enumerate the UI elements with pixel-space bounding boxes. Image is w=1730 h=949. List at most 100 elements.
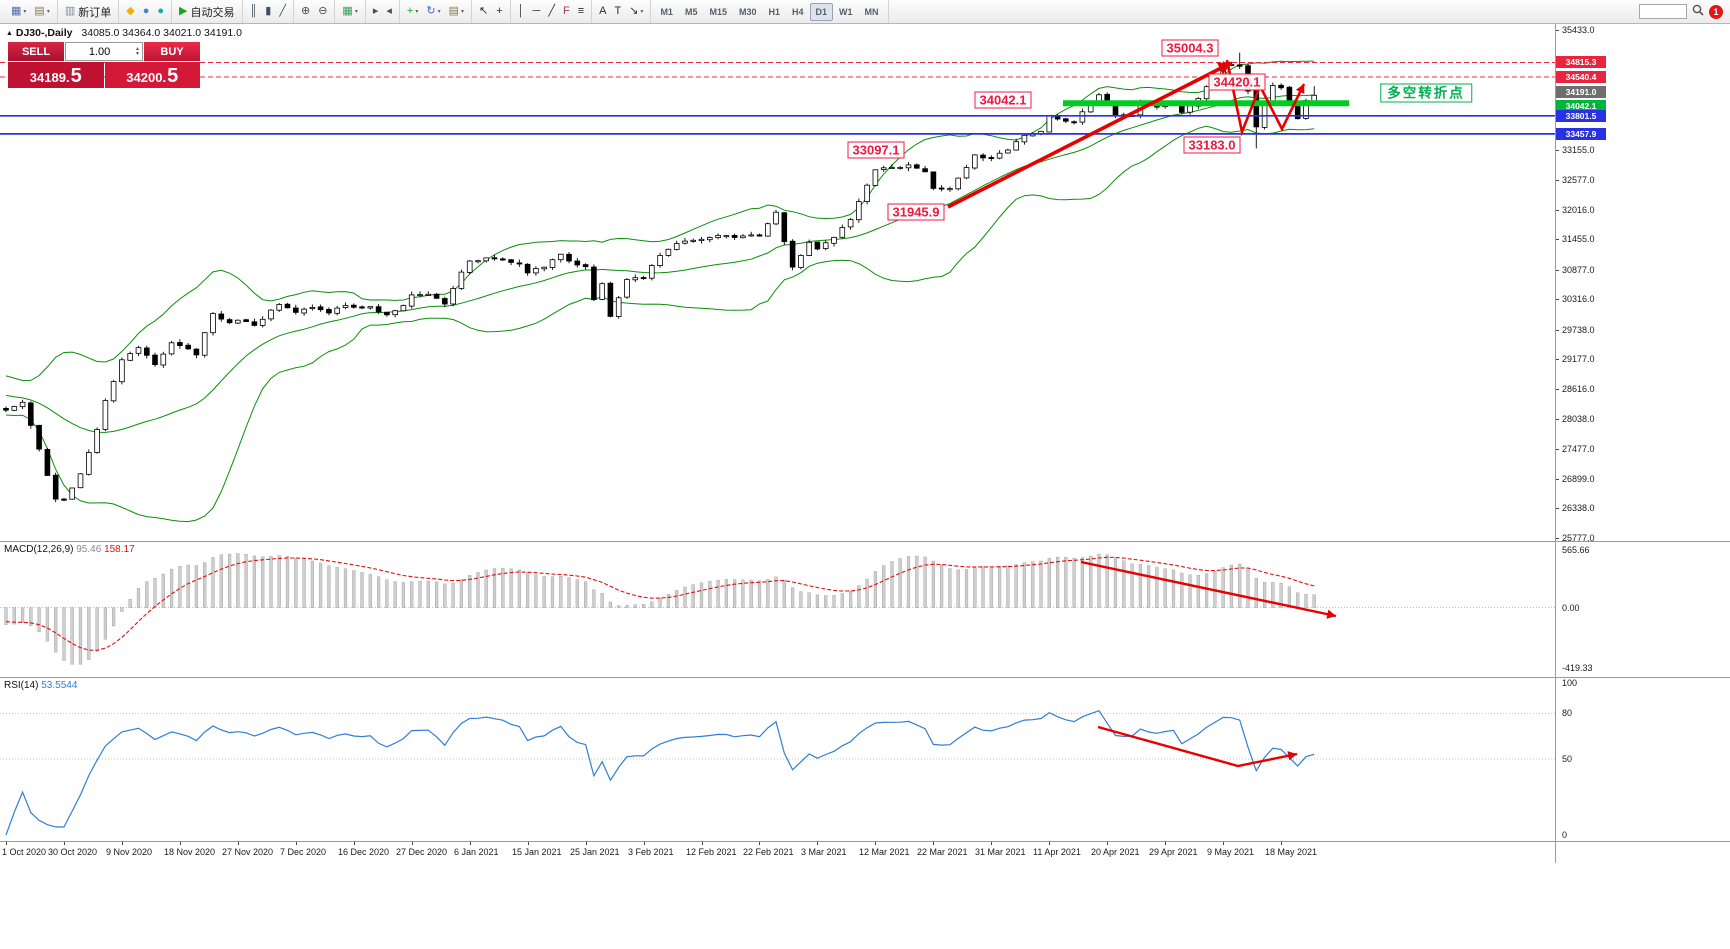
time-tick-label: 22 Mar 2021 bbox=[917, 847, 968, 857]
time-axis[interactable]: 1 Oct 2020 30 Oct 2020 9 Nov 2020 18 Nov 20… bbox=[0, 841, 1555, 863]
text-button[interactable]: A bbox=[595, 2, 610, 22]
new-order-label: 新订单 bbox=[78, 6, 112, 19]
price-tag-34815.3: 34815.3 bbox=[1556, 56, 1606, 68]
volume-up-icon[interactable]: ▲ bbox=[135, 45, 140, 52]
timeframe-m1-button[interactable]: M1 bbox=[654, 3, 679, 21]
time-tick-mark bbox=[1223, 841, 1224, 845]
fibonacci-button[interactable]: F bbox=[559, 2, 574, 22]
time-tick-label: 15 Jan 2021 bbox=[512, 847, 562, 857]
crosshair-icon: + bbox=[496, 5, 503, 17]
sell-price[interactable]: 34189. 5 bbox=[8, 62, 104, 88]
pane-separator[interactable] bbox=[0, 841, 1730, 842]
time-tick-mark bbox=[991, 841, 992, 845]
periods-button[interactable]: ↻ ▾ bbox=[422, 2, 444, 22]
time-tick-mark bbox=[238, 841, 239, 845]
time-tick-label: 18 May 2021 bbox=[1265, 847, 1318, 857]
time-tick-mark bbox=[1107, 841, 1108, 845]
more-objects-button[interactable]: ≡ bbox=[574, 2, 588, 22]
arrows-tool-button[interactable]: ↘ ▾ bbox=[625, 2, 647, 22]
chart-shift-button[interactable]: ◂ bbox=[382, 2, 396, 22]
price-tick-mark bbox=[1555, 538, 1559, 539]
cursor-button[interactable]: ↖ bbox=[475, 2, 492, 22]
price-tick-mark bbox=[1555, 330, 1559, 331]
price-axis[interactable]: 35433.0 33155.0 32577.0 32016.0 31455.0 30877… bbox=[1555, 24, 1730, 863]
search-icon[interactable] bbox=[1692, 3, 1704, 21]
bar-chart-type-button[interactable]: ║ bbox=[246, 2, 262, 22]
time-tick-mark bbox=[817, 841, 818, 845]
volume-input[interactable] bbox=[66, 44, 134, 59]
support-button[interactable]: ● bbox=[153, 2, 168, 22]
pane-separator[interactable] bbox=[0, 677, 1730, 678]
rsi-scale-50: 50 bbox=[1562, 754, 1573, 764]
auto-scroll-button[interactable]: ▸ bbox=[369, 2, 383, 22]
timeframe-m30-button[interactable]: M30 bbox=[733, 3, 763, 21]
price-tick-mark bbox=[1555, 389, 1559, 390]
time-tick-mark bbox=[470, 841, 471, 845]
notification-badge[interactable]: 1 bbox=[1709, 4, 1723, 19]
timeframe-h1-button[interactable]: H1 bbox=[763, 3, 787, 21]
auto-trading-button[interactable]: ▶ 自动交易 bbox=[175, 2, 238, 22]
toolbar-group-account: ◆ ● ● bbox=[119, 0, 173, 23]
new-order-button[interactable]: ▥ 新订单 bbox=[61, 2, 115, 22]
rsi-indicator-label: RSI(14) 53.5544 bbox=[4, 680, 77, 691]
trendline-icon: ╱ bbox=[548, 5, 555, 17]
price-axis-border bbox=[1555, 24, 1556, 863]
line-chart-type-icon: ╱ bbox=[279, 5, 286, 17]
sell-button[interactable]: SELL bbox=[8, 42, 64, 61]
horizontal-line-icon: ─ bbox=[532, 5, 541, 17]
templates-button[interactable]: ▤ ▾ bbox=[445, 2, 468, 22]
timeframe-mn-button[interactable]: MN bbox=[859, 3, 885, 21]
text-label-button[interactable]: T bbox=[610, 2, 625, 22]
trendline-button[interactable]: ╱ bbox=[544, 2, 559, 22]
toolbar-group-timeframes: M1 M5 M15 M30 H1 H4 D1 W1 MN bbox=[651, 0, 889, 23]
price-tick-label: 30877.0 bbox=[1562, 265, 1595, 275]
timeframe-m5-button[interactable]: M5 bbox=[679, 3, 704, 21]
toolbar-group-chart-tools: + ▾ ↻ ▾ ▤ ▾ bbox=[400, 0, 473, 23]
horizontal-line-button[interactable]: ─ bbox=[529, 2, 545, 22]
profiles-button[interactable]: ▤ ▾ bbox=[30, 2, 53, 22]
rsi-line bbox=[5, 709, 1315, 836]
price-tick-label: 28038.0 bbox=[1562, 414, 1595, 424]
buy-button[interactable]: BUY bbox=[144, 42, 200, 61]
deposit-button[interactable]: ◆ bbox=[122, 2, 138, 22]
macd-value-main: 95.46 bbox=[76, 544, 102, 555]
vertical-line-button[interactable]: │ bbox=[514, 2, 529, 22]
text-icon: A bbox=[599, 5, 607, 17]
trade-prices-row: 34189. 5 34200. 5 bbox=[8, 62, 200, 88]
search-input[interactable] bbox=[1639, 4, 1687, 19]
pane-separator[interactable] bbox=[0, 541, 1730, 542]
toolbar-group-pointer: ↖ + bbox=[472, 0, 511, 23]
macd-name: MACD(12,26,9) bbox=[4, 544, 74, 555]
tile-windows-button[interactable]: ▦ ▾ bbox=[338, 2, 361, 22]
indicators-button[interactable]: + ▾ bbox=[403, 2, 422, 22]
main-chart-pane[interactable] bbox=[0, 24, 1555, 541]
time-tick-mark bbox=[64, 841, 65, 845]
chart-shift-icon: ◂ bbox=[386, 5, 392, 17]
price-tick-label: 30316.0 bbox=[1562, 294, 1595, 304]
timeframe-h4-button[interactable]: H4 bbox=[786, 3, 810, 21]
profile-button[interactable]: ● bbox=[139, 2, 154, 22]
new-chart-button[interactable]: ▦ ▾ bbox=[7, 2, 30, 22]
cursor-icon: ↖ bbox=[479, 5, 489, 17]
rsi-pane[interactable] bbox=[0, 677, 1555, 841]
timeframe-w1-button[interactable]: W1 bbox=[833, 3, 859, 21]
zoom-out-button[interactable]: ⊖ bbox=[314, 2, 331, 22]
zoom-in-button[interactable]: ⊕ bbox=[297, 2, 314, 22]
price-tick-label: 25777.0 bbox=[1562, 533, 1595, 543]
macd-scale-max: 565.66 bbox=[1562, 545, 1590, 555]
candle-chart-type-button[interactable]: ▮ bbox=[261, 2, 275, 22]
auto-trading-icon: ▶ bbox=[179, 5, 188, 17]
zoom-in-icon: ⊕ bbox=[300, 5, 311, 17]
line-chart-type-button[interactable]: ╱ bbox=[275, 2, 290, 22]
timeframe-m15-button[interactable]: M15 bbox=[703, 3, 733, 21]
toolbar-groups: ▦ ▾ ▤ ▾ ▥ 新订单 ◆ ● ● ▶ 自动交易 ║ ▮ ╱ ⊕ ⊖ ▦ ▾ ▸ ◂ + ▾ ↻ ▾ ▤ ▾ ↖ + │ ─ ╱ F ≡ A T… bbox=[4, 0, 889, 23]
timeframe-d1-button[interactable]: D1 bbox=[809, 2, 834, 21]
volume-down-icon[interactable]: ▼ bbox=[135, 50, 140, 57]
macd-histogram bbox=[4, 553, 1316, 665]
trade-buttons-row: SELL ▲ ▼ BUY bbox=[8, 42, 200, 61]
macd-pane[interactable] bbox=[0, 541, 1555, 677]
buy-price[interactable]: 34200. 5 bbox=[104, 62, 200, 88]
crosshair-button[interactable]: + bbox=[492, 2, 506, 22]
time-tick-mark bbox=[354, 841, 355, 845]
